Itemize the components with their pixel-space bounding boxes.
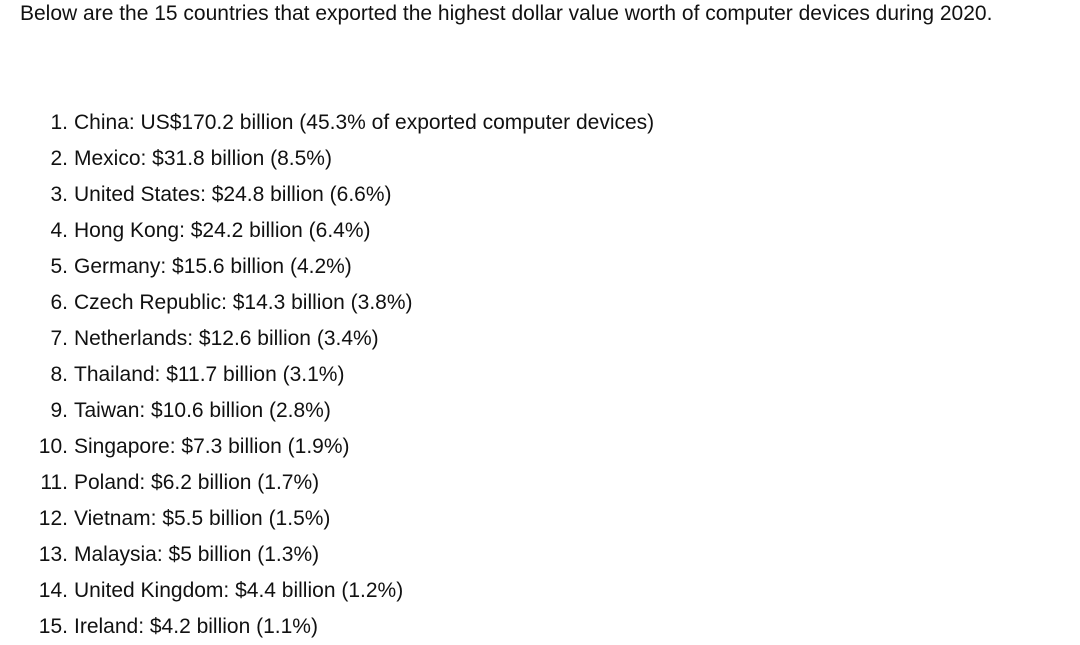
list-item-number: 13. bbox=[38, 543, 68, 566]
list-item-text: Poland: $6.2 billion (1.7%) bbox=[74, 471, 320, 494]
list-item-text: Netherlands: $12.6 billion (3.4%) bbox=[74, 327, 379, 350]
list-item-number: 3. bbox=[50, 183, 68, 206]
list-item-text: Singapore: $7.3 billion (1.9%) bbox=[74, 435, 350, 458]
list-item-text: United States: $24.8 billion (6.6%) bbox=[74, 183, 392, 206]
intro-paragraph: Below are the 15 countries that exported… bbox=[20, 2, 993, 25]
list-item-number: 6. bbox=[50, 291, 68, 314]
list-item: 2. Mexico: $31.8 billion (8.5%) bbox=[0, 141, 654, 177]
list-item: 9. Taiwan: $10.6 billion (2.8%) bbox=[0, 393, 654, 429]
list-item: 15. Ireland: $4.2 billion (1.1%) bbox=[0, 609, 654, 645]
list-item-number: 4. bbox=[50, 219, 68, 242]
country-list: 1. China: US$170.2 billion (45.3% of expo… bbox=[0, 105, 654, 645]
list-item-number: 8. bbox=[50, 363, 68, 386]
list-item-number: 12. bbox=[38, 507, 68, 530]
list-item-text: United Kingdom: $4.4 billion (1.2%) bbox=[74, 579, 404, 602]
list-item: 11. Poland: $6.2 billion (1.7%) bbox=[0, 465, 654, 501]
list-item: 3. United States: $24.8 billion (6.6%) bbox=[0, 177, 654, 213]
list-item-text: China: US$170.2 billion (45.3% of export… bbox=[74, 111, 655, 134]
list-item: 1. China: US$170.2 billion (45.3% of expo… bbox=[0, 105, 654, 141]
list-item: 14. United Kingdom: $4.4 billion (1.2%) bbox=[0, 573, 654, 609]
list-item-text: Malaysia: $5 billion (1.3%) bbox=[74, 543, 320, 566]
list-item: 12. Vietnam: $5.5 billion (1.5%) bbox=[0, 501, 654, 537]
list-item: 5. Germany: $15.6 billion (4.2%) bbox=[0, 249, 654, 285]
list-item-text: Czech Republic: $14.3 billion (3.8%) bbox=[74, 291, 413, 314]
list-item-number: 9. bbox=[50, 399, 68, 422]
list-item: 7. Netherlands: $12.6 billion (3.4%) bbox=[0, 321, 654, 357]
list-item-number: 11. bbox=[40, 471, 68, 494]
list-item: 10. Singapore: $7.3 billion (1.9%) bbox=[0, 429, 654, 465]
list-item-number: 15. bbox=[38, 615, 68, 638]
list-item-number: 1. bbox=[50, 111, 68, 134]
list-item-number: 14. bbox=[38, 579, 68, 602]
list-item-number: 2. bbox=[50, 147, 68, 170]
list-item-number: 7. bbox=[50, 327, 68, 350]
list-item-number: 10. bbox=[38, 435, 68, 458]
list-item-text: Hong Kong: $24.2 billion (6.4%) bbox=[74, 219, 371, 242]
list-item: 13. Malaysia: $5 billion (1.3%) bbox=[0, 537, 654, 573]
list-item-text: Taiwan: $10.6 billion (2.8%) bbox=[74, 399, 331, 422]
list-item-text: Germany: $15.6 billion (4.2%) bbox=[74, 255, 352, 278]
list-item-text: Thailand: $11.7 billion (3.1%) bbox=[74, 363, 345, 386]
list-item-text: Ireland: $4.2 billion (1.1%) bbox=[74, 615, 318, 638]
list-item: 6. Czech Republic: $14.3 billion (3.8%) bbox=[0, 285, 654, 321]
list-item-text: Vietnam: $5.5 billion (1.5%) bbox=[74, 507, 331, 530]
list-item-text: Mexico: $31.8 billion (8.5%) bbox=[74, 147, 332, 170]
list-item: 4. Hong Kong: $24.2 billion (6.4%) bbox=[0, 213, 654, 249]
list-item-number: 5. bbox=[50, 255, 68, 278]
list-item: 8. Thailand: $11.7 billion (3.1%) bbox=[0, 357, 654, 393]
